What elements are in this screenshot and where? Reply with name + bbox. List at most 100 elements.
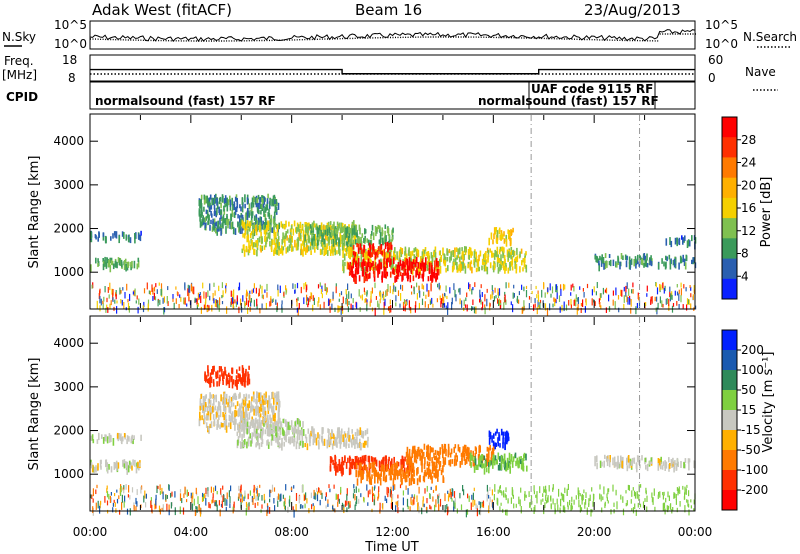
colorbar-swatch — [722, 218, 737, 239]
freq-right-tick-top: 60 — [708, 53, 723, 67]
station-title: Adak West (fitACF) — [92, 1, 232, 19]
colorbar-swatch — [722, 410, 737, 431]
colorbar-swatch — [722, 137, 737, 158]
scatter-region-9 — [594, 253, 653, 272]
colorbar-swatch — [722, 430, 737, 451]
scatter-region-0 — [90, 459, 141, 475]
y-tick-label: 4000 — [53, 336, 84, 350]
velocity-colorbar: 200 100 50 15 -15 -50 -100 -200 — [721, 329, 768, 511]
scatter-region-8 — [488, 227, 514, 247]
colorbar-swatch — [722, 370, 737, 391]
scatter-region-0 — [90, 256, 140, 273]
scatter-region-10 — [204, 365, 251, 390]
colorbar-swatch — [722, 390, 737, 411]
colorbar-tick: 50 — [741, 383, 756, 397]
colorbar-tick: 200 — [741, 343, 764, 357]
freq-label: Freq. — [4, 54, 34, 68]
velocity-heatmap-cells — [90, 317, 696, 518]
power-heatmap-cells — [90, 115, 697, 316]
scatter-region-6 — [347, 256, 440, 284]
x-tick-label: 16:00 — [476, 525, 511, 539]
colorbar-tick: 16 — [741, 201, 756, 215]
cpid-label: CPID — [6, 90, 38, 104]
velocity-ylabel: Slant Range [km] — [27, 358, 42, 471]
near-range-scatter — [90, 484, 696, 518]
noise-search-trace — [90, 33, 696, 42]
cpid-segment-1: normalsound (fast) 157 RF — [95, 94, 276, 108]
x-tick-label: 04:00 — [174, 525, 209, 539]
y-tick-label: 2000 — [53, 424, 84, 438]
power-panel: 1000 2000 3000 4000 — [53, 113, 697, 316]
scatter-region-4 — [304, 426, 369, 451]
velocity-panel: 1000 2000 3000 4000 — [53, 315, 696, 518]
colorbar-swatch — [722, 350, 737, 371]
power-ylabel: Slant Range [km] — [27, 156, 42, 269]
beam-label: Beam 16 — [355, 1, 422, 19]
x-tick-label: 00:00 — [73, 525, 108, 539]
colorbar-tick: -50 — [741, 443, 761, 457]
noise-right-tick-bottom: 10^0 — [705, 37, 738, 51]
y-tick-label: 1000 — [53, 467, 84, 481]
y-tick-label: 3000 — [53, 380, 84, 394]
nave-label: Nave — [745, 65, 776, 79]
frequency-panel: 18 8 60 0 — [62, 53, 723, 85]
cpid-segment-2: UAF code 9115 RF — [531, 82, 653, 96]
colorbar-swatch — [722, 177, 737, 199]
scatter-region-2 — [198, 391, 281, 434]
noise-right-tick-top: 10^5 — [705, 18, 738, 32]
colorbar-swatch — [722, 450, 737, 471]
scatter-region-1 — [90, 230, 142, 244]
velocity-colorbar-label: Velocity [m s⁻¹] — [761, 352, 776, 453]
cpid-panel: normalsound (fast) 157 RF UAF code 9115 … — [89, 81, 696, 110]
colorbar-tick: 28 — [741, 133, 756, 147]
colorbar-swatch — [722, 157, 737, 179]
colorbar-swatch — [722, 330, 737, 351]
colorbar-tick: -200 — [741, 483, 768, 497]
power-colorbar: 28 24 20 16 12 8 4 — [721, 116, 756, 300]
y-tick-label: 1000 — [53, 265, 84, 279]
xlabel: Time UT — [364, 540, 418, 554]
colorbar-tick: 20 — [741, 178, 756, 192]
colorbar-tick: 8 — [741, 247, 749, 261]
frequency-trace — [90, 68, 695, 75]
scatter-region-1 — [90, 432, 142, 446]
scatter-region-10 — [657, 254, 697, 270]
x-tick-labels: 00:00 04:00 08:00 12:00 16:00 20:00 00:00 — [73, 525, 713, 539]
scatter-region-12 — [657, 456, 696, 473]
colorbar-tick: -15 — [741, 423, 761, 437]
colorbar-tick: 12 — [741, 224, 756, 238]
colorbar-swatch — [722, 238, 737, 259]
colorbar-tick: 15 — [741, 403, 756, 417]
date-label: 23/Aug/2013 — [584, 1, 681, 19]
scatter-region-11 — [594, 454, 653, 473]
x-tick-label: 00:00 — [678, 525, 713, 539]
colorbar-swatch — [722, 470, 737, 491]
freq-right-tick-bottom: 0 — [708, 71, 716, 85]
colorbar-tick: 4 — [741, 269, 749, 283]
near-range-scatter — [91, 282, 697, 316]
colorbar-swatch — [722, 117, 737, 138]
scatter-region-9 — [488, 428, 510, 451]
x-tick-label: 12:00 — [375, 525, 410, 539]
colorbar-swatch — [722, 258, 737, 280]
colorbar-tick: 100 — [741, 363, 764, 377]
freq-unit-label: [MHz] — [2, 68, 37, 82]
x-tick-label: 20:00 — [577, 525, 612, 539]
scatter-region-11 — [665, 235, 697, 250]
colorbar-swatch — [722, 278, 737, 300]
nsearch-label: N.Search — [743, 30, 797, 44]
cpid-segment-3: normalsound (fast) 157 RF — [478, 94, 659, 108]
y-tick-label: 2000 — [53, 222, 84, 236]
freq-left-tick-bottom: 8 — [68, 71, 76, 85]
y-tick-label: 4000 — [53, 134, 84, 148]
scatter-region-8 — [469, 452, 528, 475]
colorbar-tick: -100 — [741, 463, 768, 477]
noise-left-tick-top: 10^5 — [54, 18, 87, 32]
y-tick-label: 3000 — [53, 178, 84, 192]
colorbar-swatch — [722, 490, 737, 511]
scatter-region-7 — [405, 443, 495, 469]
nsky-label: N.Sky — [2, 30, 36, 44]
scatter-region-7 — [352, 241, 393, 260]
colorbar-tick: 24 — [741, 156, 756, 170]
